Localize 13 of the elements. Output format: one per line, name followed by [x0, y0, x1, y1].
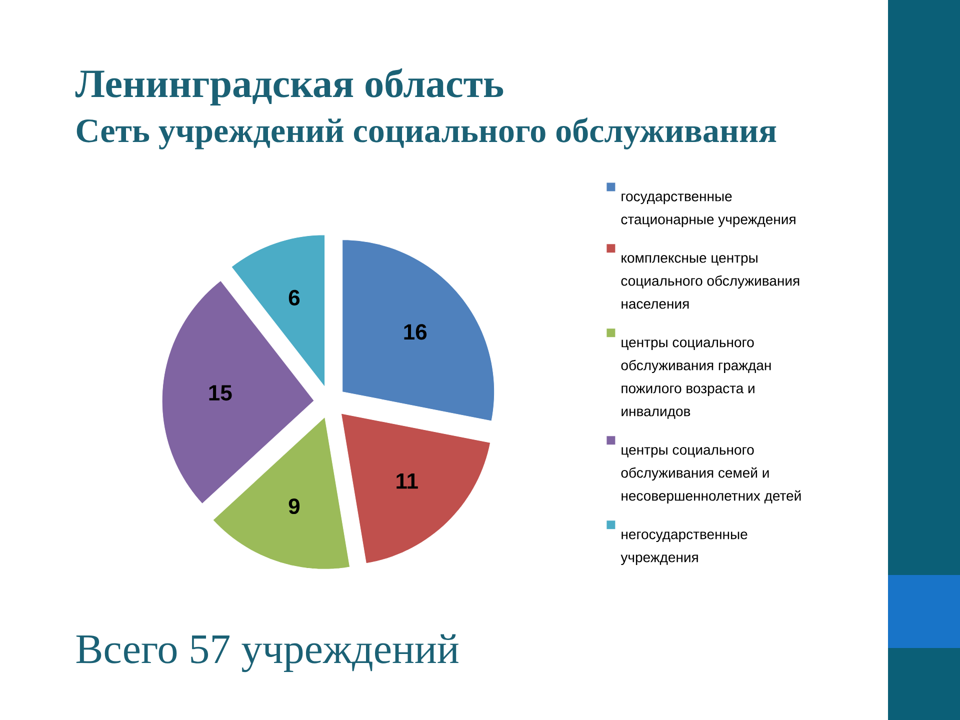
data-label: 15 [209, 385, 232, 401]
legend-label: центры социального обслуживания семей и несовершеннолетних детей [621, 447, 801, 504]
legend-label: центры социального обслуживания граждан пожилого возраста и инвалидов [621, 340, 771, 419]
legend-label: государственные стационарные учреждения [621, 194, 796, 228]
legend-label: комплексные центры социального обслуживания населения [621, 255, 800, 309]
text: Всего 57 учреждений [76, 634, 458, 672]
data-label: 9 [288, 498, 300, 514]
data-label: 16 [404, 324, 427, 340]
legend-label: негосударственные учреждения [620, 532, 748, 566]
data-label: 6 [288, 290, 300, 306]
chart-subtitle: Сеть учреждений социального обслуживания [76, 118, 776, 150]
chart-title: Ленинградская область [75, 68, 504, 106]
data-label: 11 [396, 473, 418, 489]
